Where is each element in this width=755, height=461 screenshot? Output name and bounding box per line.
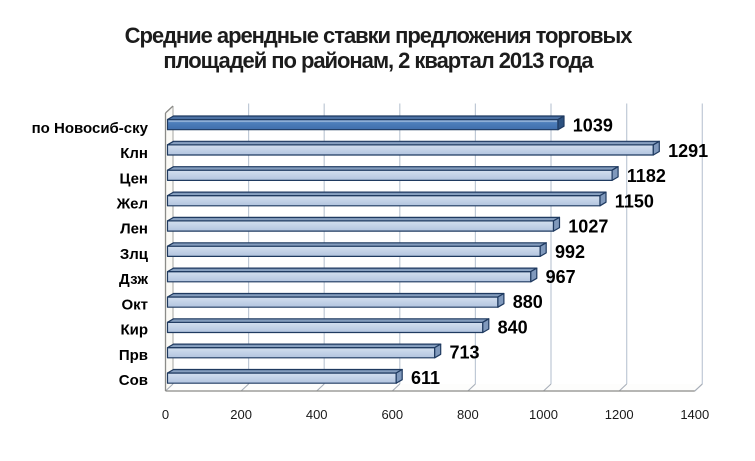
svg-text:840: 840	[498, 317, 528, 337]
svg-text:Кир: Кир	[120, 322, 148, 339]
svg-text:200: 200	[230, 407, 252, 422]
svg-text:Злц: Злц	[120, 246, 149, 263]
svg-text:площадей по районам, 2 квартал: площадей по районам, 2 квартал 2013 года	[163, 48, 594, 73]
svg-text:Лен: Лен	[120, 221, 148, 238]
svg-text:1400: 1400	[680, 407, 709, 422]
svg-text:600: 600	[381, 407, 403, 422]
svg-text:967: 967	[546, 267, 576, 287]
svg-text:Окт: Окт	[121, 296, 148, 313]
svg-text:713: 713	[450, 343, 480, 363]
svg-text:по Новосиб-ску: по Новосиб-ску	[32, 120, 149, 137]
svg-text:880: 880	[513, 292, 543, 312]
svg-text:800: 800	[457, 407, 479, 422]
svg-text:Жел: Жел	[116, 196, 148, 213]
svg-text:1039: 1039	[573, 116, 613, 136]
svg-text:Средние арендные ставки предло: Средние арендные ставки предложения торг…	[125, 23, 634, 48]
svg-text:400: 400	[306, 407, 328, 422]
svg-text:Дзж: Дзж	[119, 271, 148, 288]
svg-text:1000: 1000	[529, 407, 558, 422]
svg-text:611: 611	[411, 368, 440, 388]
svg-text:1291: 1291	[668, 141, 708, 161]
svg-text:1150: 1150	[615, 191, 654, 211]
svg-text:1200: 1200	[605, 407, 634, 422]
svg-text:0: 0	[162, 407, 169, 422]
svg-text:Цен: Цен	[119, 170, 148, 187]
svg-text:992: 992	[555, 242, 585, 262]
svg-text:Сов: Сов	[119, 372, 148, 389]
svg-text:1027: 1027	[568, 217, 608, 237]
svg-text:Прв: Прв	[119, 347, 148, 364]
svg-text:1182: 1182	[627, 166, 666, 186]
svg-text:Клн: Клн	[120, 145, 148, 162]
